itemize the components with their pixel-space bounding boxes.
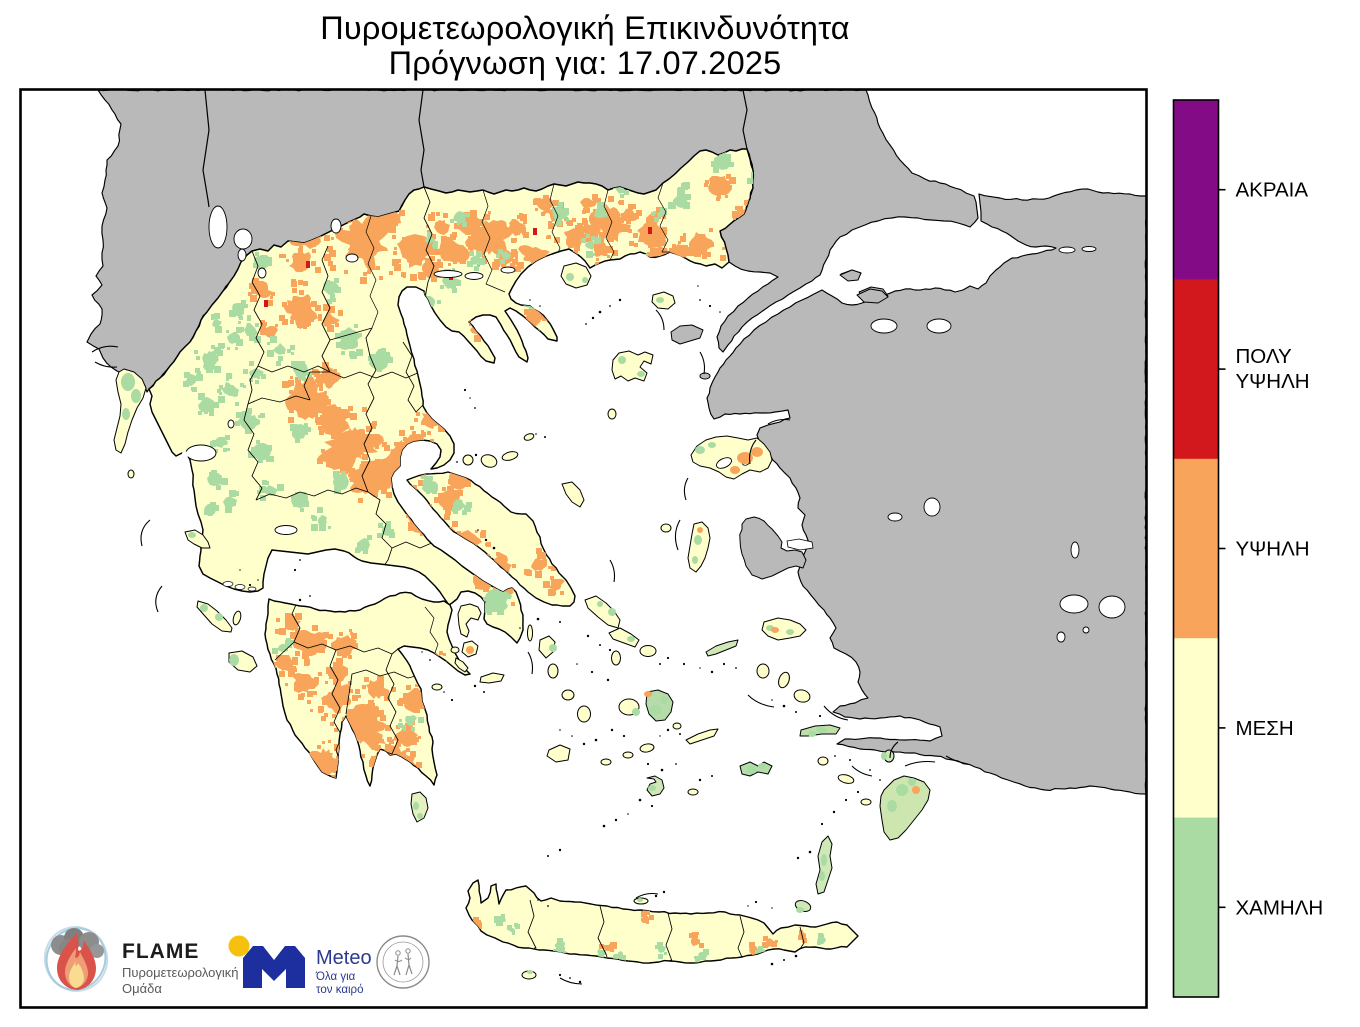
svg-text:ΧΑΜΗΛΗ: ΧΑΜΗΛΗ xyxy=(1236,896,1324,919)
svg-text:Όλα για: Όλα για xyxy=(315,971,356,983)
svg-text:ΠΟΛΥ: ΠΟΛΥ xyxy=(1236,345,1293,368)
svg-text:FLAME: FLAME xyxy=(122,940,199,963)
svg-text:Ομάδα: Ομάδα xyxy=(122,981,162,996)
svg-text:Meteo: Meteo xyxy=(316,947,372,969)
svg-text:Πυρομετεωρολογική: Πυρομετεωρολογική xyxy=(122,965,239,980)
svg-text:τον καιρό: τον καιρό xyxy=(316,984,363,996)
svg-text:ΜΕΣΗ: ΜΕΣΗ xyxy=(1236,717,1294,740)
svg-text:ΥΨΗΛΗ: ΥΨΗΛΗ xyxy=(1236,538,1310,561)
svg-text:ΑΚΡΑΙΑ: ΑΚΡΑΙΑ xyxy=(1236,179,1309,202)
svg-text:ΥΨΗΛΗ: ΥΨΗΛΗ xyxy=(1236,370,1310,393)
